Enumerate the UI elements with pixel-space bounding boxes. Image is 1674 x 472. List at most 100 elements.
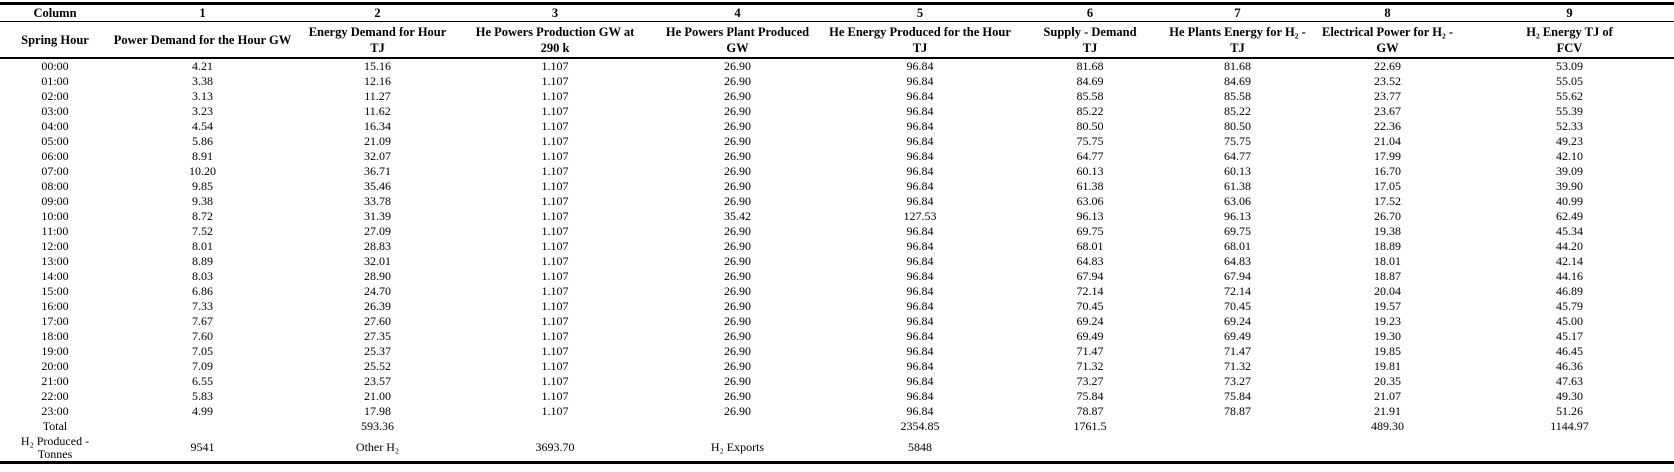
table-cell: 19.81: [1374, 359, 1401, 373]
table-row: 19:00 7.05 25.37 1.107 26.90 96.84 71.47 71.47 1…: [0, 344, 1674, 359]
table-cell: [460, 419, 650, 434]
table-cell: 6: [1015, 3, 1165, 22]
table-cell: 96.84: [906, 374, 934, 388]
table-cell: 4: [650, 3, 825, 22]
table-cell: 02:00: [41, 89, 69, 103]
table-cell: 67.94: [1224, 269, 1251, 283]
table-cell: 96.84: [906, 119, 934, 133]
table-cell: 61.38: [1224, 179, 1251, 193]
table-cell: 15:00: [41, 284, 69, 298]
table-cell: 1.107: [541, 329, 569, 343]
table-row: 13:00 8.89 32.01 1.107 26.90 96.84 64.83 64.83 1…: [0, 254, 1674, 269]
table-cell: 68.01: [1224, 239, 1251, 253]
table-cell: 26.90: [724, 344, 751, 358]
table-cell: 4.54: [192, 119, 213, 133]
table-cell: 64.77: [1076, 149, 1104, 163]
table-cell: 96.84: [906, 104, 934, 118]
table-cell: 96.84: [906, 269, 934, 283]
table-cell: 1.107: [541, 314, 569, 328]
table-cell: 96.84: [906, 134, 934, 148]
table-cell: 85.22: [1076, 104, 1104, 118]
table-cell: 96.84: [906, 149, 934, 163]
table-cell: 46.89: [1556, 284, 1583, 298]
table-cell: 28.90: [364, 269, 391, 283]
table-cell: 26.39: [364, 299, 391, 313]
table-cell: [1165, 419, 1310, 434]
table-cell: 64.77: [1224, 149, 1251, 163]
table-cell: 96.84: [906, 404, 934, 418]
table-cell: 8.89: [192, 254, 213, 268]
table-cell: 1.107: [541, 404, 569, 418]
table-cell: 22.36: [1374, 119, 1401, 133]
table-cell: 80.50: [1076, 119, 1104, 133]
table-cell: 72.14: [1224, 284, 1251, 298]
table-cell: 1.107: [541, 179, 569, 193]
table-cell: H₂ Energy TJ of FCV: [1465, 21, 1674, 59]
table-cell: He Powers Plant Produced GW: [650, 21, 825, 59]
table-cell: 8.72: [192, 209, 213, 223]
table-row: 21:00 6.55 23.57 1.107 26.90 96.84 73.27 73.27 2…: [0, 374, 1674, 389]
table-cell: 44.16: [1556, 269, 1583, 283]
table-cell: 67.94: [1076, 269, 1104, 283]
table-cell: 20:00: [41, 359, 69, 373]
table-cell: 46.45: [1556, 344, 1583, 358]
table-row: 09:00 9.38 33.78 1.107 26.90 96.84 63.06 63.06 1…: [0, 194, 1674, 209]
table-cell: 19:00: [41, 344, 69, 358]
table-cell: 4.99: [192, 404, 213, 418]
table-cell: 45.34: [1556, 224, 1583, 238]
table-cell: 26.90: [724, 284, 751, 298]
table-row: 06:00 8.91 32.07 1.107 26.90 96.84 64.77 64.77 1…: [0, 149, 1674, 164]
table-row: 12:00 8.01 28.83 1.107 26.90 96.84 68.01 68.01 1…: [0, 239, 1674, 254]
table-cell: 51.26: [1556, 404, 1583, 418]
table-cell: 8: [1310, 3, 1465, 22]
table-cell: 69.24: [1076, 314, 1104, 328]
table-row: 18:00 7.60 27.35 1.107 26.90 96.84 69.49 69.49 1…: [0, 329, 1674, 344]
table-cell: 1.107: [541, 224, 569, 238]
h2-produced-row: H₂ Produced - Tonnes 9541 Other H₂ 3693.70 H…: [0, 434, 1674, 463]
table-cell: 26.90: [724, 329, 751, 343]
table-cell: 35.42: [724, 209, 751, 223]
table-cell: 69.49: [1224, 329, 1251, 343]
table-body: 00:00 4.21 15.16 1.107 26.90 96.84 81.68 81.68 2…: [0, 58, 1674, 463]
table-cell: 96.84: [906, 179, 934, 193]
table-cell: 7.05: [192, 344, 213, 358]
table-cell: [1015, 434, 1165, 463]
table-cell: 20.35: [1374, 374, 1401, 388]
table-cell: 42.10: [1556, 149, 1583, 163]
table-cell: 16.70: [1374, 164, 1401, 178]
table-cell: 3.38: [192, 74, 213, 88]
table-cell: 26.70: [1374, 209, 1401, 223]
table-cell: 26.90: [724, 404, 751, 418]
table-cell: 11.62: [364, 104, 391, 118]
table-cell: 21.00: [364, 389, 391, 403]
table-cell: 69.24: [1224, 314, 1251, 328]
table-cell: 26.90: [724, 74, 751, 88]
table-cell: 69.75: [1076, 224, 1104, 238]
table-header: Column 1 2 3 4 5 6 7 8 9 Spring Hour Power Demand …: [0, 3, 1674, 59]
table-cell: 75.75: [1076, 134, 1104, 148]
table-cell: 17.99: [1374, 149, 1401, 163]
table-cell: 26.90: [724, 389, 751, 403]
table-cell: 6.86: [192, 284, 213, 298]
table-cell: He Plants Energy for H₂ - TJ: [1165, 21, 1310, 59]
table-row: 17:00 7.67 27.60 1.107 26.90 96.84 69.24 69.24 1…: [0, 314, 1674, 329]
table-row: 04:00 4.54 16.34 1.107 26.90 96.84 80.50 80.50 2…: [0, 119, 1674, 134]
table-cell: Power Demand for the Hour GW: [110, 21, 295, 59]
table-cell: 42.14: [1556, 254, 1583, 268]
table-cell: 00:00: [41, 59, 69, 73]
table-cell: 63.06: [1224, 194, 1251, 208]
table-cell: 03:00: [41, 104, 69, 118]
table-cell: 26.90: [724, 359, 751, 373]
table-cell: 16.34: [364, 119, 391, 133]
table-cell: 96.84: [906, 89, 934, 103]
table-cell: 26.90: [724, 194, 751, 208]
table-cell: [650, 419, 825, 434]
table-cell: 96.84: [906, 329, 934, 343]
table-cell: 26.90: [724, 104, 751, 118]
table-cell: 26.90: [724, 374, 751, 388]
table-cell: 27.09: [364, 224, 391, 238]
table-cell: 26.90: [724, 314, 751, 328]
table-cell: 127.53: [903, 209, 937, 223]
table-cell: 26.90: [724, 59, 751, 73]
table-cell: 96.13: [1076, 209, 1104, 223]
